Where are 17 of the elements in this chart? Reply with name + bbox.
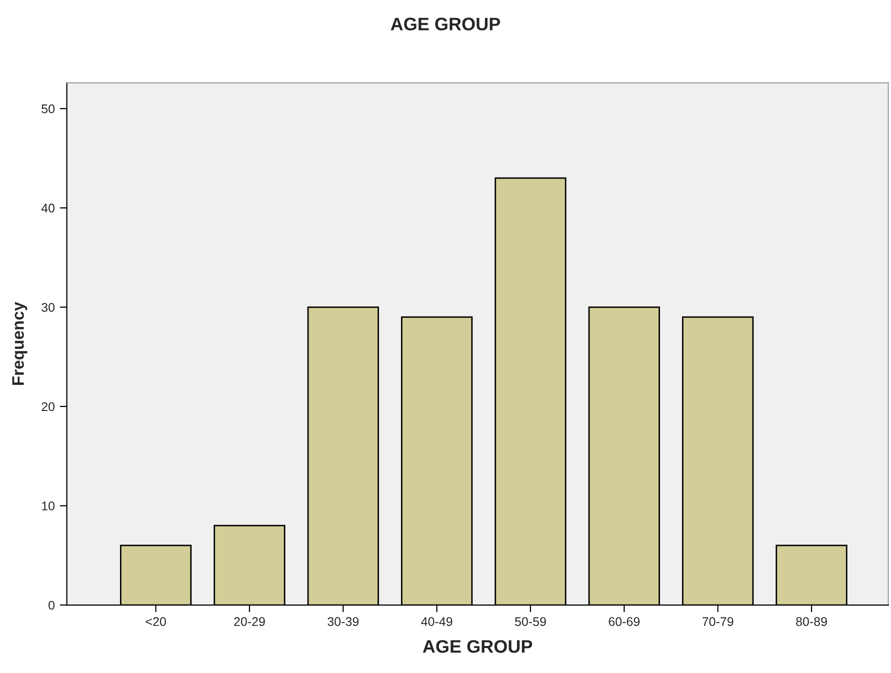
y-tick-label: 50 — [42, 104, 55, 114]
x-tick-label: 40-49 — [421, 617, 452, 626]
x-tick-label: 30-39 — [328, 617, 359, 626]
y-tick-label: 10 — [42, 502, 55, 510]
y-tick-label: 30 — [42, 302, 55, 312]
y-tick-label: 0 — [48, 600, 55, 610]
x-axis-title: AGE GROUP — [422, 640, 532, 653]
x-tick-label: 60-69 — [608, 617, 640, 626]
x-tick-label: 20-29 — [234, 617, 265, 626]
x-tick-label: 50-59 — [515, 617, 546, 626]
x-tick-label: <20 — [146, 617, 166, 626]
y-axis-title: Frequency — [12, 302, 28, 385]
x-tick-label: 80-89 — [796, 617, 827, 626]
x-tick-label: 70-79 — [702, 617, 734, 626]
y-tick-label: 20 — [42, 402, 55, 412]
y-tick-label: 40 — [41, 204, 55, 213]
chart-title: AGE GROUP — [390, 18, 500, 30]
